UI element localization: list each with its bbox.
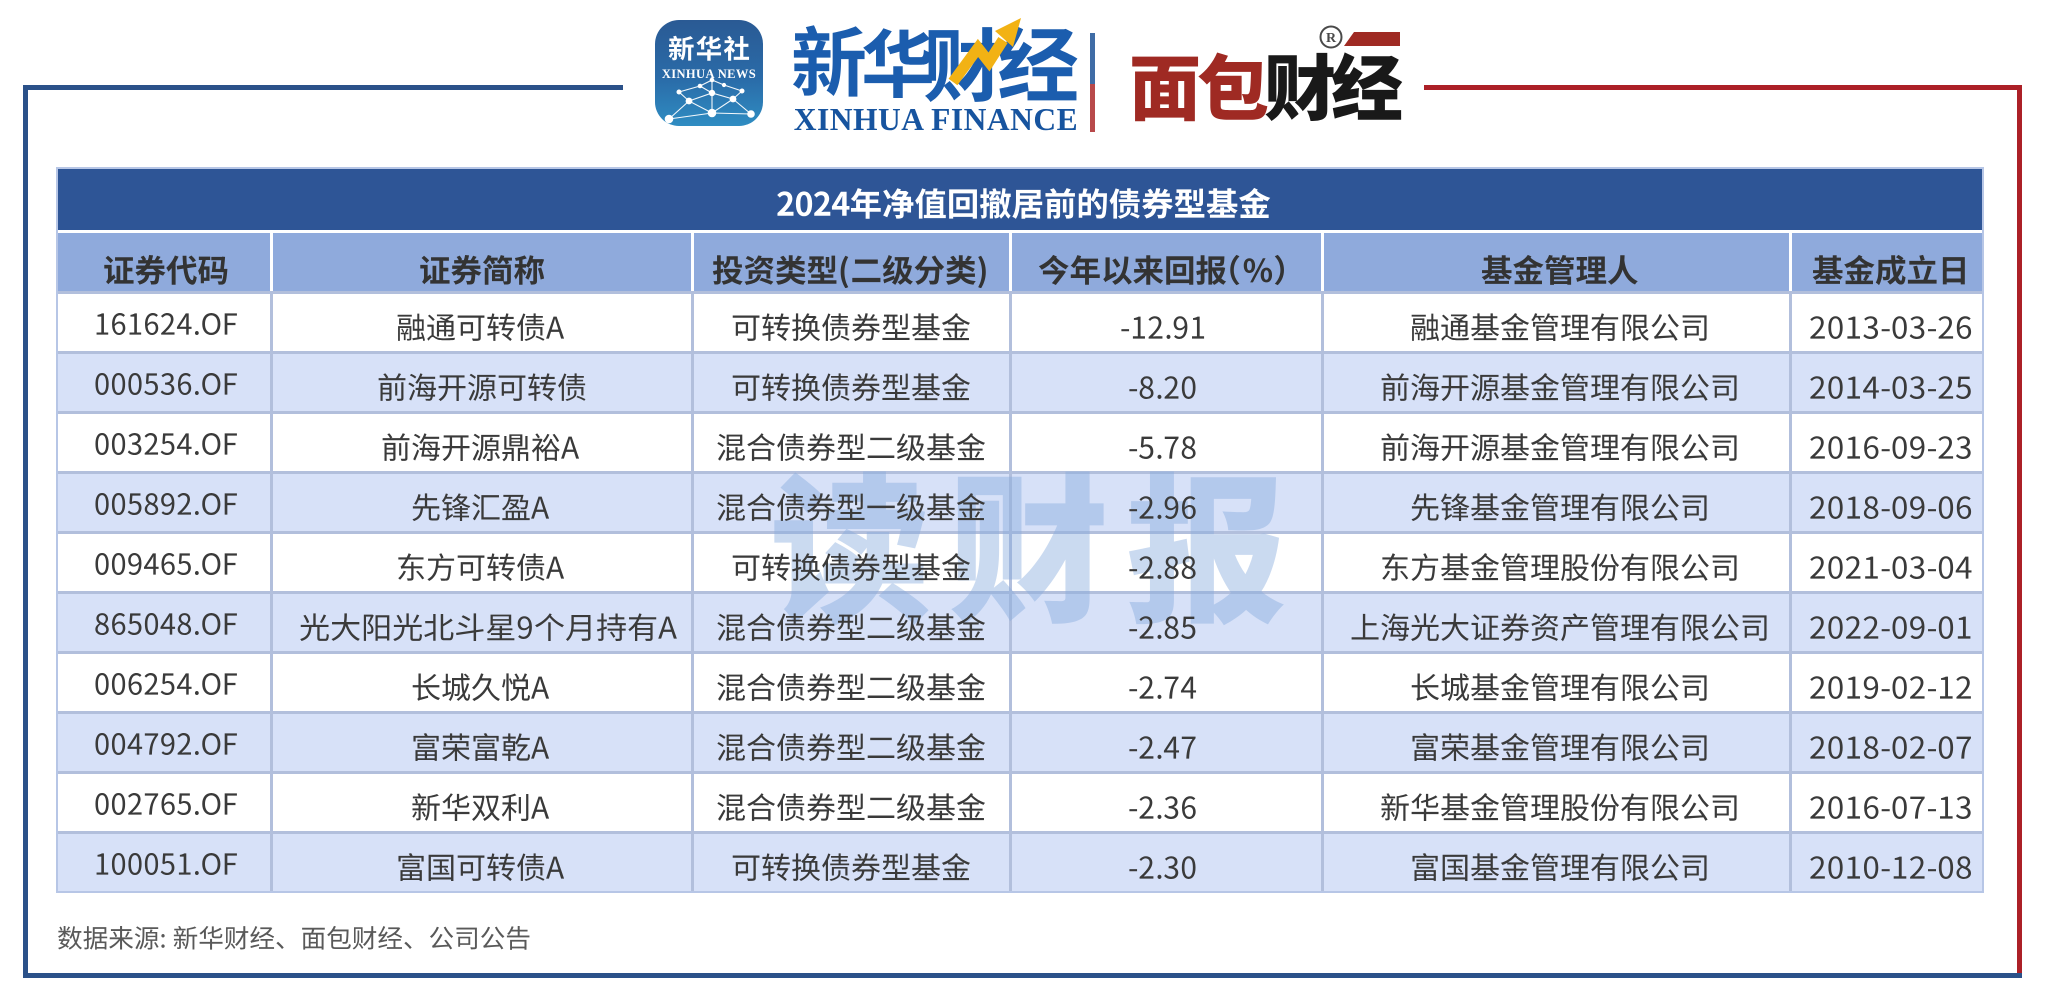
svg-text:R: R — [1326, 31, 1337, 46]
